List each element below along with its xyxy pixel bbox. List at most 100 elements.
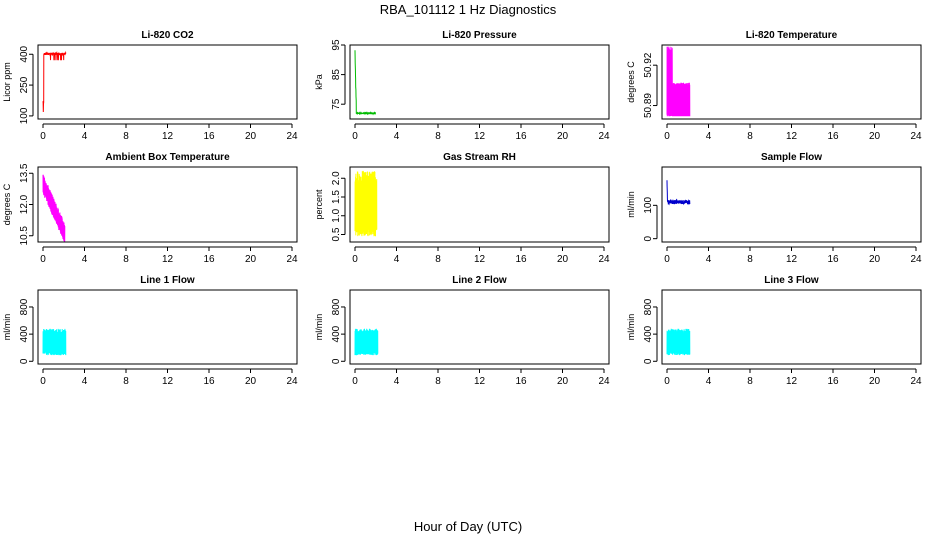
x-tick-label: 16 [515, 254, 527, 265]
panel-3: Li-820 Temperature 0 4 8 12 16 20 24 50.89 50.92 d… [626, 30, 922, 142]
x-tick-label: 12 [474, 254, 486, 265]
x-tick-label: 4 [82, 131, 88, 142]
y-axis-label: percent [314, 189, 324, 220]
y-tick-label: 50.92 [643, 52, 654, 77]
y-tick-label: 95 [331, 39, 342, 51]
panel-8: Line 2 Flow 0 4 8 12 16 20 24 0 400 800 ml/min [314, 275, 610, 387]
x-tick-label: 20 [557, 131, 569, 142]
panel-5: Gas Stream RH 0 4 8 12 16 20 24 0.5 1.0 1.5 2.0 perc… [314, 152, 610, 265]
page-title: RBA_101112 1 Hz Diagnostics [379, 2, 557, 17]
panel-title: Line 2 Flow [452, 275, 507, 286]
x-tick-label: 8 [435, 254, 441, 265]
x-tick-label: 20 [245, 131, 257, 142]
panel-9: Line 3 Flow 0 4 8 12 16 20 24 0 400 800 ml/min [626, 275, 922, 387]
y-tick-label: 10.5 [19, 226, 30, 246]
y-axis-label: ml/min [314, 314, 324, 341]
y-tick-label: 13.5 [19, 163, 30, 183]
x-tick-label: 12 [162, 254, 174, 265]
plot-frame [661, 44, 922, 120]
x-tick-label: 8 [123, 131, 129, 142]
panel-7: Line 1 Flow 0 4 8 12 16 20 24 0 400 800 ml/min [2, 275, 298, 387]
x-tick-label: 24 [598, 376, 610, 387]
x-tick-label: 16 [827, 376, 839, 387]
plot-frame [661, 289, 922, 365]
x-tick-label: 12 [162, 131, 174, 142]
x-axis-label: Hour of Day (UTC) [413, 519, 523, 534]
x-tick-label: 0 [664, 254, 670, 265]
x-tick-label: 0 [664, 376, 670, 387]
panel-1: Li-820 CO2 0 4 8 12 16 20 24 100 250 400 Licor ppm [2, 30, 298, 142]
x-tick-label: 24 [286, 254, 298, 265]
x-tick-label: 4 [706, 131, 712, 142]
data-series-line [354, 328, 379, 356]
x-tick-label: 4 [394, 254, 400, 265]
panel-title: Gas Stream RH [443, 152, 516, 163]
x-tick-label: 0 [40, 376, 46, 387]
data-series-line [354, 50, 377, 116]
y-axis-label: degrees C [2, 183, 12, 225]
y-tick-label: 0 [643, 235, 654, 241]
plot-frame [37, 289, 298, 365]
plot-frame [37, 166, 298, 243]
x-tick-label: 4 [82, 254, 88, 265]
y-tick-label: 1.5 [331, 190, 342, 204]
plot-frame [349, 289, 610, 365]
y-axis-label: ml/min [2, 314, 12, 341]
x-tick-label: 8 [123, 376, 129, 387]
x-tick-label: 24 [598, 131, 610, 142]
data-series-line [42, 50, 67, 113]
y-axis-label: kPa [314, 74, 324, 90]
panel-title: Li-820 Temperature [746, 30, 838, 41]
x-tick-label: 12 [474, 376, 486, 387]
data-series-line [354, 170, 378, 237]
panel-title: Line 1 Flow [140, 275, 195, 286]
panel-title: Li-820 CO2 [141, 30, 194, 41]
panel-6: Sample Flow 0 4 8 12 16 20 24 0 100 ml/min [626, 152, 922, 265]
x-tick-label: 8 [123, 254, 129, 265]
y-tick-label: 400 [19, 45, 30, 62]
x-tick-label: 16 [203, 376, 215, 387]
x-tick-label: 8 [747, 254, 753, 265]
x-tick-label: 16 [203, 131, 215, 142]
panel-title: Li-820 Pressure [442, 30, 517, 41]
x-tick-label: 20 [869, 376, 881, 387]
x-tick-label: 16 [203, 254, 215, 265]
x-tick-label: 0 [352, 131, 358, 142]
y-tick-label: 400 [643, 325, 654, 342]
plot-frame [349, 44, 610, 120]
x-tick-label: 20 [869, 254, 881, 265]
y-tick-label: 250 [19, 76, 30, 93]
x-tick-label: 4 [82, 376, 88, 387]
x-tick-label: 12 [474, 131, 486, 142]
panel-2: Li-820 Pressure 0 4 8 12 16 20 24 75 85 95 kPa [314, 30, 610, 142]
x-tick-label: 4 [706, 254, 712, 265]
panel-title: Sample Flow [761, 152, 822, 163]
x-tick-label: 0 [40, 131, 46, 142]
plot-frame [37, 44, 298, 120]
x-tick-label: 20 [245, 254, 257, 265]
x-tick-label: 24 [286, 131, 298, 142]
panel-4: Ambient Box Temperature 0 4 8 12 16 20 24 10.5 12… [2, 152, 298, 265]
data-series-line [666, 46, 691, 117]
y-tick-label: 75 [331, 98, 342, 110]
x-tick-label: 20 [245, 376, 257, 387]
x-tick-label: 4 [706, 376, 712, 387]
y-tick-label: 1.0 [331, 208, 342, 222]
x-tick-label: 16 [515, 376, 527, 387]
data-series-line [42, 174, 66, 243]
y-tick-label: 800 [331, 298, 342, 315]
x-tick-label: 16 [515, 131, 527, 142]
x-tick-label: 24 [910, 131, 922, 142]
x-tick-label: 24 [910, 254, 922, 265]
x-tick-label: 20 [557, 254, 569, 265]
plot-frame [661, 166, 922, 243]
x-tick-label: 8 [747, 131, 753, 142]
x-tick-label: 8 [435, 131, 441, 142]
x-tick-label: 12 [786, 376, 798, 387]
y-tick-label: 0 [643, 358, 654, 364]
y-axis-label: ml/min [626, 191, 636, 218]
x-tick-label: 20 [557, 376, 569, 387]
y-tick-label: 0 [331, 358, 342, 364]
x-tick-label: 12 [786, 131, 798, 142]
